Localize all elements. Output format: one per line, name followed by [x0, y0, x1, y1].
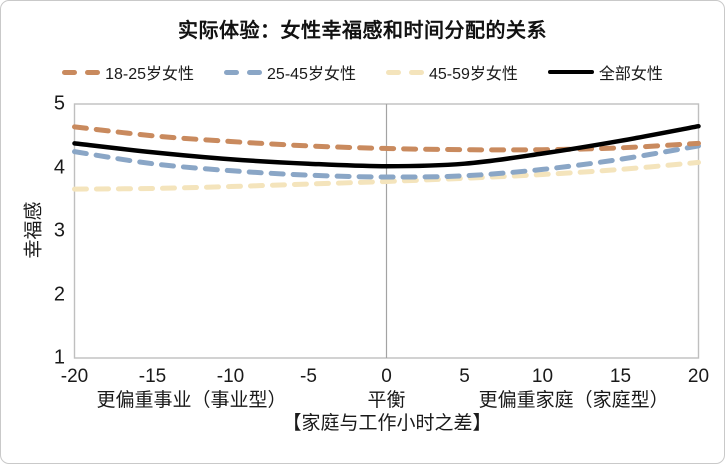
legend-item-2: 45-59岁女性 [385, 60, 518, 84]
legend-label: 全部女性 [598, 66, 663, 83]
y-tick-label: 1 [53, 346, 65, 369]
legend-dashed-line-icon [385, 69, 424, 75]
legend-solid-line-icon [547, 70, 594, 74]
y-tick-label: 5 [53, 92, 65, 115]
legend-dash [408, 69, 424, 75]
x-tick-label: -20 [60, 366, 89, 387]
legend-label: 45-59岁女性 [428, 66, 518, 83]
legend-dash [247, 69, 263, 75]
legend-item-3: 全部女性 [547, 60, 663, 84]
x-zone-label-0: 更偏重事业（事业型） [96, 390, 287, 411]
legend-dashed-line-icon [224, 69, 263, 75]
series-line-1 [72, 143, 701, 180]
x-tick-label: -10 [216, 366, 245, 387]
x-zone-label-2: 更偏重家庭（家庭型） [478, 390, 669, 411]
legend-item-1: 25-45岁女性 [224, 60, 356, 84]
series-line-3 [72, 123, 701, 169]
legend-dash [224, 69, 240, 75]
legend-dashed-line-icon [62, 69, 101, 75]
x-tick-label: 0 [381, 366, 392, 387]
series-line-2 [72, 159, 701, 192]
y-axis-title: 幸福感 [23, 201, 45, 259]
x-tick-label: 15 [609, 366, 632, 387]
legend: 18-25岁女性 25-45岁女性 45-59岁女性 全部女性 [1, 59, 724, 85]
legend-label: 18-25岁女性 [105, 66, 195, 83]
x-tick-label: 10 [531, 366, 554, 387]
legend-dash [62, 69, 78, 75]
x-zone-label-1: 平衡 [367, 390, 406, 411]
x-tick-label: -5 [300, 366, 317, 387]
x-axis-title: 【家庭与工作小时之差】 [282, 413, 492, 434]
y-tick-label: 2 [53, 283, 65, 306]
series-line-0 [72, 124, 701, 153]
y-tick-label: 3 [53, 219, 65, 242]
legend-label: 25-45岁女性 [267, 66, 356, 83]
legend-item-0: 18-25岁女性 [62, 60, 194, 84]
x-tick-label: 5 [459, 366, 470, 387]
legend-dash [385, 69, 401, 75]
x-tick-label: 20 [687, 366, 710, 387]
y-tick-label: 4 [53, 156, 65, 179]
chart-title: 实际体验：女性幸福感和时间分配的关系 [178, 20, 547, 42]
legend-dash [85, 69, 101, 75]
x-tick-label: -15 [138, 366, 167, 387]
